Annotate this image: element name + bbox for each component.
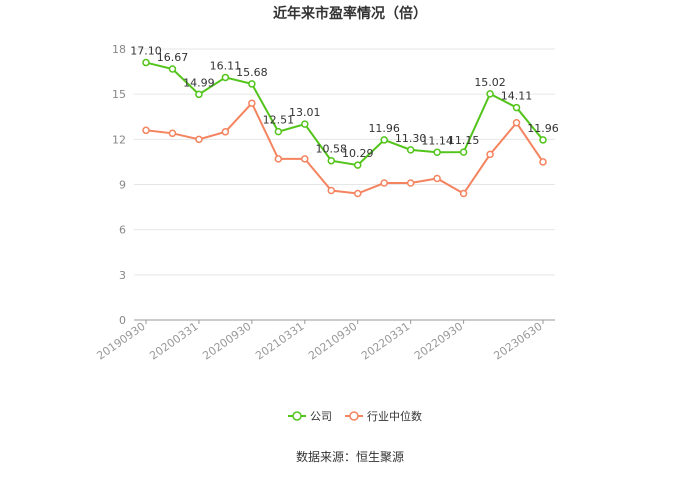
data-point <box>221 73 230 82</box>
data-point <box>274 127 283 136</box>
data-label: 15.02 <box>474 76 506 89</box>
data-label: 12.51 <box>263 114 295 127</box>
y-axis: 0 3 6 9 12 15 18 <box>112 43 126 327</box>
x-tick-label: 20220930 <box>412 320 465 363</box>
legend-swatch-marker <box>292 411 302 421</box>
data-label: 17.10 <box>130 45 162 58</box>
data-source-note: 数据来源：恒生聚源 <box>296 449 404 464</box>
data-label: 14.99 <box>183 76 215 89</box>
chart-title: 近年来市盈率情况（倍） <box>273 5 427 22</box>
y-tick-label: 3 <box>119 269 126 282</box>
data-point <box>539 158 547 166</box>
data-point <box>406 179 415 187</box>
y-tick-label: 12 <box>112 133 126 146</box>
data-label: 10.58 <box>316 143 348 156</box>
data-point <box>301 120 309 128</box>
data-point <box>433 174 441 183</box>
data-point <box>486 150 494 159</box>
x-tick-label: 20210331 <box>253 320 306 363</box>
data-point <box>327 156 336 165</box>
series-line <box>145 61 544 167</box>
data-point <box>301 155 309 163</box>
data-point <box>353 161 362 169</box>
y-tick-label: 0 <box>119 314 126 327</box>
data-label: 16.11 <box>210 59 242 72</box>
data-label: 11.14 <box>421 134 453 147</box>
data-point <box>327 186 336 195</box>
x-tick-label: 20200930 <box>200 320 253 363</box>
x-tick-label: 20210930 <box>306 320 359 363</box>
data-point <box>406 146 415 154</box>
series-line <box>145 101 544 195</box>
data-point <box>486 90 494 98</box>
legend[interactable]: 公司 行业中位数 <box>288 409 422 423</box>
data-point <box>512 119 521 127</box>
legend-label: 公司 <box>310 410 332 423</box>
y-tick-label: 18 <box>112 43 126 56</box>
data-label: 16.67 <box>157 51 189 64</box>
data-point <box>142 58 150 67</box>
data-label: 14.11 <box>501 90 533 103</box>
data-point <box>539 136 547 144</box>
y-gridlines <box>134 48 555 321</box>
data-label: 11.15 <box>448 134 480 147</box>
data-point <box>168 65 177 73</box>
data-point <box>433 148 441 157</box>
data-point <box>380 136 388 144</box>
x-axis: 20190930 20200331 20200930 20210331 20210930… <box>94 319 555 363</box>
data-point <box>248 99 256 107</box>
data-point <box>459 189 468 198</box>
data-label: 10.29 <box>342 147 374 160</box>
legend-swatch-marker <box>349 411 359 421</box>
data-label: 13.01 <box>289 106 321 119</box>
data-label: 11.96 <box>368 122 400 135</box>
data-point <box>353 189 362 198</box>
data-point <box>195 90 203 99</box>
data-point <box>459 148 468 156</box>
y-tick-label: 15 <box>112 88 126 101</box>
data-label: 11.30 <box>395 132 427 145</box>
data-point <box>274 155 283 163</box>
data-point <box>221 128 230 136</box>
data-label: 15.68 <box>236 66 268 79</box>
x-tick-label: 20230630 <box>491 320 544 363</box>
data-point <box>380 179 388 187</box>
data-point <box>248 80 256 88</box>
data-point <box>195 135 203 144</box>
y-tick-label: 6 <box>119 224 126 237</box>
data-point <box>168 129 177 138</box>
x-tick-label: 20200331 <box>147 320 200 363</box>
data-label: 11.96 <box>527 122 559 135</box>
y-tick-label: 9 <box>119 179 126 192</box>
legend-label: 行业中位数 <box>367 409 422 423</box>
x-tick-label: 20220331 <box>359 320 412 363</box>
data-point <box>142 126 150 135</box>
data-point <box>512 103 521 112</box>
